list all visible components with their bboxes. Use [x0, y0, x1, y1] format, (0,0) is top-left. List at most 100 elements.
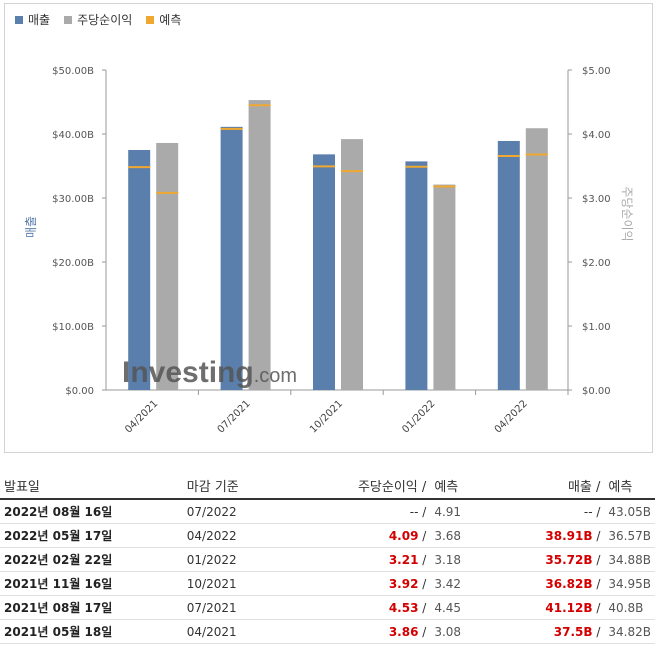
eps-bar	[433, 184, 456, 390]
row-revenue-value: 37.5B	[553, 624, 593, 639]
watermark-suffix: .com	[254, 365, 297, 387]
legend-swatch-forecast	[146, 15, 155, 24]
watermark-main: Investing	[122, 356, 254, 389]
y-left-tick-label: $50.00B	[52, 66, 94, 77]
table-row: 2022년 05월 17일 04/2022 4.09 /3.68 38.91B /36…	[0, 523, 655, 548]
header-eps-slash: /	[421, 479, 427, 495]
legend-item-forecast[interactable]: 예측	[146, 11, 181, 28]
legend-label-eps: 주당순이익	[77, 13, 133, 27]
row-period: 01/2022	[182, 547, 310, 572]
row-period: 10/2021	[182, 571, 310, 596]
header-eps[interactable]: 주당순이익 /	[309, 472, 431, 500]
row-revenue-value: 36.82B	[545, 576, 593, 591]
y-left-tick-label: $20.00B	[52, 258, 94, 269]
legend-item-revenue[interactable]: 매출	[15, 11, 50, 28]
header-period[interactable]: 마감 기준	[182, 472, 310, 500]
row-revenue-forecast: 34.82B	[604, 619, 655, 644]
row-period: 07/2021	[182, 595, 310, 620]
row-eps-value: 4.53	[388, 600, 419, 615]
row-eps-slash: /	[422, 600, 427, 615]
header-eps-label: 주당순이익	[357, 479, 418, 495]
row-revenue-forecast: 34.88B	[604, 547, 655, 572]
row-date: 2021년 11월 16일	[0, 571, 183, 596]
row-revenue: 36.82B /	[507, 571, 605, 596]
row-eps: -- /	[309, 499, 431, 524]
legend-swatch-revenue	[15, 15, 23, 24]
row-revenue-slash: /	[596, 576, 601, 591]
legend-swatch-eps	[64, 15, 73, 24]
row-eps: 3.86 /	[309, 619, 431, 644]
y-left-tick-label: $0.00	[65, 386, 94, 397]
y-right-tick-label: $5.00	[582, 66, 611, 77]
row-revenue-forecast: 36.57B	[604, 523, 655, 548]
revenue-bar	[220, 126, 243, 390]
row-eps-slash: /	[422, 552, 427, 567]
row-date: 2021년 08월 17일	[0, 595, 183, 620]
row-eps: 3.21 /	[309, 547, 431, 572]
row-period: 04/2021	[182, 619, 310, 644]
y-right-tick-label: $3.00	[582, 194, 611, 205]
revenue-bar	[128, 150, 151, 390]
y-right-tick-label: $1.00	[582, 322, 611, 333]
header-revenue-forecast[interactable]: 예측	[604, 472, 655, 500]
x-tick-label: 01/2022	[400, 398, 437, 435]
header-revenue[interactable]: 매출 /	[507, 472, 605, 500]
row-date: 2021년 05월 18일	[0, 619, 183, 644]
revenue-bar	[405, 161, 428, 390]
row-revenue-forecast: 34.95B	[604, 571, 655, 596]
row-revenue-forecast: 40.8B	[604, 595, 655, 620]
row-revenue-value: 35.72B	[545, 552, 593, 567]
table-row: 2022년 02월 22일 01/2022 3.21 /3.18 35.72B /34…	[0, 547, 655, 572]
row-eps-slash: /	[422, 528, 427, 543]
row-date: 2022년 02월 22일	[0, 547, 183, 572]
table-row: 2021년 11월 16일 10/2021 3.92 /3.42 36.82B /34…	[0, 571, 655, 596]
y-right-tick-label: $0.00	[582, 386, 611, 397]
row-revenue-value: --	[583, 504, 593, 519]
row-eps: 4.09 /	[309, 523, 431, 548]
row-date: 2022년 08월 16일	[0, 499, 183, 524]
row-eps-value: 3.92	[388, 576, 419, 591]
row-period: 07/2022	[182, 499, 310, 524]
row-revenue: -- /	[507, 499, 605, 524]
eps-bar	[248, 100, 271, 390]
eps-bar	[156, 142, 179, 390]
table-row: 2021년 08월 17일 07/2021 4.53 /4.45 41.12B /40…	[0, 595, 655, 620]
row-eps-forecast: 3.42	[430, 571, 508, 596]
row-eps-value: 3.21	[388, 552, 419, 567]
legend-item-eps[interactable]: 주당순이익	[64, 11, 132, 28]
row-eps: 4.53 /	[309, 595, 431, 620]
row-eps-forecast: 4.45	[430, 595, 508, 620]
header-revenue-slash: /	[596, 479, 601, 495]
legend-label-revenue: 매출	[28, 13, 51, 27]
y-right-tick-label: $2.00	[582, 258, 611, 269]
y-right-axis-title: 주당순이익	[620, 186, 634, 241]
chart-legend: 매출 주당순이익 예측	[15, 11, 181, 28]
revenue-bar	[313, 154, 335, 390]
revenue-bar	[497, 140, 520, 390]
eps-bar	[341, 139, 363, 390]
row-eps-forecast: 3.18	[430, 547, 508, 572]
header-eps-forecast[interactable]: 예측	[430, 472, 508, 500]
earnings-chart-panel: 매출 주당순이익 예측 $0.00 $10.00B $20.00B $30.00B $4…	[4, 3, 653, 453]
row-date: 2022년 05월 17일	[0, 523, 183, 548]
row-eps-forecast: 3.08	[430, 619, 508, 644]
row-revenue: 41.12B /	[507, 595, 605, 620]
x-tick-label: 07/2021	[216, 398, 253, 435]
row-revenue-value: 41.12B	[545, 600, 593, 615]
row-revenue: 37.5B /	[507, 619, 605, 644]
row-revenue-slash: /	[596, 552, 601, 567]
row-eps: 3.92 /	[309, 571, 431, 596]
header-date[interactable]: 발표일	[0, 472, 183, 500]
watermark-logo: Investing.com	[122, 356, 297, 389]
row-revenue-value: 38.91B	[545, 528, 593, 543]
row-eps-slash: /	[422, 504, 427, 519]
row-eps-slash: /	[422, 624, 427, 639]
row-revenue-slash: /	[596, 528, 601, 543]
header-revenue-label: 매출	[567, 479, 592, 495]
y-left-axis-title: 매출	[24, 216, 38, 238]
y-left-tick-label: $30.00B	[52, 194, 94, 205]
row-eps-forecast: 3.68	[430, 523, 508, 548]
x-tick-label: 04/2022	[493, 398, 530, 435]
row-revenue-forecast: 43.05B	[604, 499, 655, 524]
row-eps-slash: /	[422, 576, 427, 591]
